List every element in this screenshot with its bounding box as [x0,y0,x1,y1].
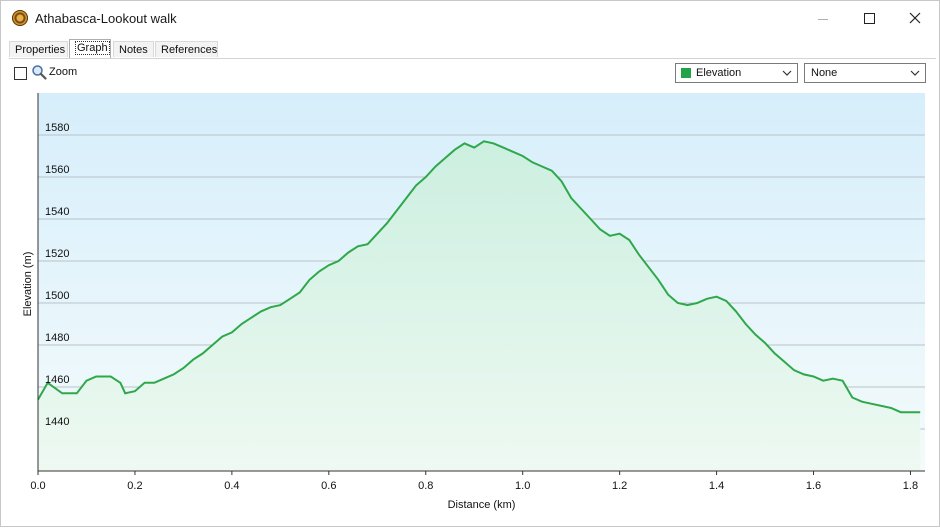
chevron-down-icon [910,70,920,76]
tab-graph[interactable]: Graph [69,39,111,58]
minimize-icon [818,18,828,20]
maximize-icon [863,12,875,24]
zoom-checkbox[interactable] [14,67,27,80]
y-tick-label: 1520 [45,248,69,260]
secondary-select-value: None [811,67,838,79]
y-tick-label: 1440 [45,416,69,428]
x-tick-label: 1.8 [903,480,918,492]
x-tick-label: 0.0 [30,480,45,492]
x-tick-label: 1.0 [515,480,530,492]
tab-references[interactable]: References [155,41,218,57]
tab-label: Graph [75,41,110,55]
y-axis-title: Elevation (m) [22,252,34,317]
y-tick-label: 1580 [45,122,69,134]
x-tick-label: 0.4 [224,480,239,492]
x-tick-label: 0.2 [127,480,142,492]
x-axis-title: Distance (km) [448,499,516,511]
tab-label: Notes [119,44,148,56]
close-icon [909,12,921,24]
y-tick-label: 1500 [45,290,69,302]
y-tick-label: 1560 [45,164,69,176]
y-tick-label: 1460 [45,374,69,386]
series-select-value: Elevation [696,67,742,79]
elevation-line [37,140,921,414]
tab-notes[interactable]: Notes [113,41,154,57]
series-color-swatch [681,68,691,78]
x-tick-label: 1.2 [612,480,627,492]
magnifier-icon [32,65,47,80]
x-tick-label: 1.6 [806,480,821,492]
tab-label: Properties [15,44,66,56]
y-tick-label: 1540 [45,206,69,218]
x-axis-ticks: 0.0 0.2 0.4 0.6 0.8 1.0 1.2 1.4 1.6 1.8 [30,471,918,492]
close-button[interactable] [892,1,938,35]
y-axis-ticks: 1440 1460 1480 1500 1520 1540 1560 1580 [45,122,69,428]
minimize-button[interactable] [800,1,846,35]
zoom-label: Zoom [49,66,78,78]
app-logo-icon [12,10,28,26]
y-tick-label: 1480 [45,332,69,344]
elevation-area [38,141,921,472]
tab-properties[interactable]: Properties [9,41,68,57]
secondary-series-select[interactable]: None [804,63,926,83]
window-title: Athabasca-Lookout walk [35,11,177,26]
tab-label: References [161,44,218,56]
x-tick-label: 1.4 [709,480,724,492]
maximize-button[interactable] [846,1,892,35]
series-select[interactable]: Elevation [675,63,798,83]
x-tick-label: 0.8 [418,480,433,492]
title-bar[interactable]: Athabasca-Lookout walk [1,1,939,35]
chevron-down-icon [782,70,792,76]
x-tick-label: 0.6 [321,480,336,492]
